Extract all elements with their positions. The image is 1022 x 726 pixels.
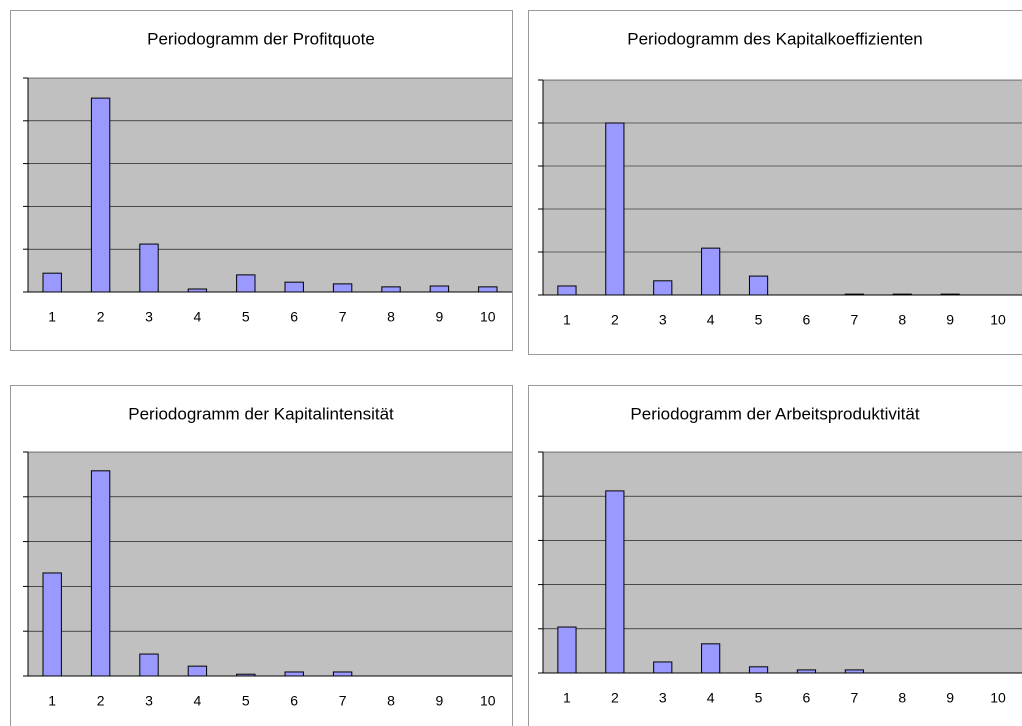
x-tick-label: 5 bbox=[755, 690, 763, 706]
x-tick-label: 7 bbox=[850, 690, 858, 706]
bar bbox=[557, 626, 577, 674]
x-tick-label: 5 bbox=[242, 309, 250, 325]
bar bbox=[478, 286, 498, 293]
x-tick-label: 7 bbox=[850, 312, 858, 328]
bar bbox=[332, 283, 353, 293]
bar bbox=[605, 490, 625, 674]
bar bbox=[381, 286, 401, 293]
x-tick-label: 2 bbox=[97, 309, 105, 325]
x-tick-label: 6 bbox=[290, 309, 298, 325]
x-tick-label: 4 bbox=[707, 690, 715, 706]
panel bbox=[528, 10, 1022, 355]
x-tick-label: 2 bbox=[611, 312, 619, 328]
x-tick-label: 10 bbox=[480, 309, 496, 325]
x-tick-label: 8 bbox=[898, 312, 906, 328]
chart-title: Periodogramm des Kapitalkoeffizienten bbox=[627, 29, 922, 48]
x-tick-label: 4 bbox=[194, 693, 202, 709]
x-tick-label: 2 bbox=[611, 690, 619, 706]
x-tick-label: 9 bbox=[436, 693, 444, 709]
panel bbox=[528, 385, 1022, 726]
bar bbox=[42, 272, 62, 293]
x-tick-label: 10 bbox=[480, 693, 496, 709]
chart-title: Periodogramm der Kapitalintensität bbox=[128, 404, 394, 423]
bar bbox=[653, 661, 673, 674]
x-tick-label: 3 bbox=[145, 309, 153, 325]
x-tick-label: 1 bbox=[563, 690, 571, 706]
bar bbox=[701, 643, 721, 674]
x-tick-label: 5 bbox=[755, 312, 763, 328]
x-tick-label: 1 bbox=[48, 693, 56, 709]
bar bbox=[748, 666, 769, 674]
x-tick-label: 2 bbox=[97, 693, 105, 709]
x-tick-label: 7 bbox=[339, 693, 347, 709]
x-tick-label: 8 bbox=[387, 309, 395, 325]
x-tick-label: 6 bbox=[290, 693, 298, 709]
bar bbox=[90, 470, 111, 677]
bar bbox=[139, 243, 159, 293]
panel bbox=[10, 10, 513, 351]
x-tick-label: 5 bbox=[242, 693, 250, 709]
bar bbox=[557, 285, 577, 296]
x-tick-label: 7 bbox=[339, 309, 347, 325]
x-tick-label: 10 bbox=[990, 312, 1006, 328]
bar bbox=[701, 247, 721, 296]
x-tick-label: 9 bbox=[436, 309, 444, 325]
chart-title: Periodogramm der Profitquote bbox=[147, 29, 375, 48]
bar bbox=[605, 122, 625, 296]
x-tick-label: 8 bbox=[898, 690, 906, 706]
bar bbox=[748, 275, 769, 296]
bar bbox=[90, 97, 111, 293]
x-tick-label: 4 bbox=[707, 312, 715, 328]
x-tick-label: 9 bbox=[946, 312, 954, 328]
panel bbox=[10, 385, 513, 726]
bar bbox=[139, 653, 159, 677]
bar bbox=[284, 671, 304, 677]
bar bbox=[332, 671, 353, 677]
x-tick-label: 6 bbox=[803, 312, 811, 328]
x-tick-label: 6 bbox=[803, 690, 811, 706]
bar bbox=[236, 274, 256, 293]
x-tick-label: 10 bbox=[990, 690, 1006, 706]
x-tick-label: 3 bbox=[659, 312, 667, 328]
x-tick-label: 1 bbox=[563, 312, 571, 328]
bar bbox=[284, 281, 304, 293]
x-tick-label: 8 bbox=[387, 693, 395, 709]
chart-title: Periodogramm der Arbeitsproduktivität bbox=[630, 404, 919, 423]
bar bbox=[187, 665, 208, 677]
bar bbox=[429, 285, 450, 293]
x-tick-label: 9 bbox=[946, 690, 954, 706]
x-tick-label: 4 bbox=[194, 309, 202, 325]
bar bbox=[42, 572, 62, 677]
x-tick-label: 3 bbox=[145, 693, 153, 709]
x-tick-label: 3 bbox=[659, 690, 667, 706]
x-tick-label: 1 bbox=[48, 309, 56, 325]
bar bbox=[653, 280, 673, 296]
